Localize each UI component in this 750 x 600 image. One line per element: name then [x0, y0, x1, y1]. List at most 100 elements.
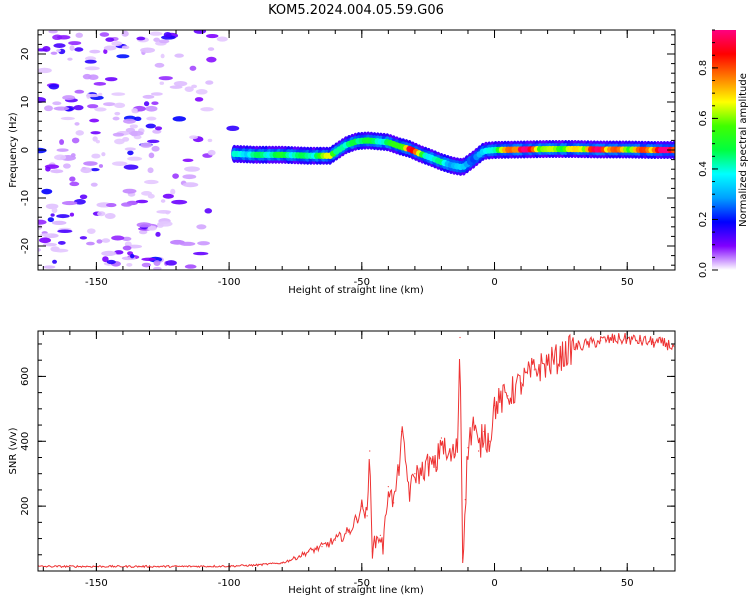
- noise-blob: [182, 182, 199, 188]
- noise-blob: [90, 168, 100, 172]
- noise-blob: [182, 174, 197, 180]
- noise-blob: [69, 181, 80, 187]
- snr-point: [321, 546, 323, 548]
- noise-blob: [106, 203, 117, 208]
- snr-plot-area: [38, 333, 675, 569]
- noise-blob: [98, 164, 104, 168]
- noise-blob: [147, 225, 157, 231]
- noise-blob: [51, 207, 58, 214]
- noise-blob: [71, 137, 80, 144]
- noise-blob: [38, 67, 52, 74]
- noise-blob: [153, 37, 160, 43]
- noise-blob: [53, 106, 70, 111]
- noise-blob: [61, 200, 78, 206]
- noise-blob: [45, 203, 59, 210]
- noise-blob: [106, 259, 116, 265]
- noise-blob: [147, 167, 154, 174]
- colorbar-axis: 0.0 0.2 0.4 0.6 0.8: [698, 29, 718, 278]
- noise-blob: [135, 199, 149, 204]
- noise-blob: [104, 213, 116, 219]
- noise-blob: [143, 101, 150, 107]
- noise-blob: [41, 188, 53, 195]
- snr-y-label: SNR (v/v): [8, 427, 19, 474]
- snr-point: [613, 338, 615, 340]
- noise-blob: [124, 147, 136, 151]
- snr-line: [38, 333, 675, 569]
- spectrogram-y-tick-label: 20: [20, 48, 31, 61]
- spectrogram-y-tick-label: 10: [20, 96, 31, 109]
- snr-y-tick-label: 200: [20, 497, 31, 516]
- noise-blob: [123, 118, 136, 124]
- snr-point: [382, 547, 384, 549]
- noise-blob: [197, 241, 210, 246]
- noise-blob: [153, 266, 162, 270]
- spectrogram-x-tick-label: -50: [354, 277, 370, 288]
- noise-blob: [69, 212, 75, 217]
- noise-blob: [114, 138, 125, 145]
- noise-blob: [56, 48, 62, 53]
- noise-blob: [131, 108, 138, 113]
- noise-blob: [75, 32, 83, 38]
- snr-point: [408, 492, 411, 494]
- noise-blob: [45, 166, 51, 172]
- noise-blob: [111, 92, 126, 96]
- noise-blob: [189, 65, 197, 71]
- snr-point: [419, 473, 421, 475]
- noise-blob: [84, 59, 97, 64]
- noise-blob: [86, 241, 95, 246]
- spectrogram-plot-area: [38, 30, 675, 270]
- noise-blob: [157, 221, 173, 227]
- colorbar-tick-label: 0.6: [698, 110, 709, 126]
- noise-blob: [142, 94, 155, 99]
- spectrogram-x-tick-label: -150: [85, 277, 108, 288]
- noise-blob: [207, 47, 215, 51]
- snr-point: [427, 463, 429, 465]
- noise-blob: [90, 182, 98, 187]
- noise-blob: [122, 188, 137, 194]
- snr-x-tick-label: -100: [218, 578, 241, 589]
- noise-blob: [74, 122, 80, 126]
- noise-blob: [40, 233, 52, 237]
- noise-blob: [94, 107, 107, 112]
- noise-blob: [158, 76, 173, 81]
- noise-blob: [226, 125, 240, 132]
- noise-blob: [204, 208, 213, 214]
- noise-blob: [172, 116, 187, 122]
- colorbar-tick-label: 0.2: [698, 212, 709, 228]
- snr-point: [255, 564, 257, 566]
- snr-point: [369, 450, 371, 452]
- figure-title: KOM5.2024.004.05.59.G06: [268, 3, 444, 18]
- noise-blob: [141, 257, 157, 261]
- snr-point: [600, 340, 602, 342]
- noise-blob: [207, 138, 213, 143]
- noise-blob: [165, 260, 177, 266]
- noise-blob: [148, 152, 155, 159]
- noise-blob: [56, 35, 71, 40]
- snr-point: [387, 486, 389, 488]
- noise-blob: [50, 51, 58, 55]
- noise-blob: [44, 105, 53, 112]
- noise-blob: [126, 263, 133, 267]
- colorbar-label: Normalized spectral amplitude: [738, 73, 749, 227]
- noise-blob: [134, 116, 142, 122]
- noise-blob: [56, 148, 69, 152]
- noise-blob: [140, 142, 152, 148]
- noise-blob: [89, 118, 100, 123]
- noise-blob: [69, 45, 75, 51]
- snr-point: [472, 421, 474, 423]
- noise-blob: [38, 96, 47, 103]
- noise-blob: [91, 153, 101, 159]
- noise-blob: [86, 228, 96, 234]
- noise-blob: [149, 31, 163, 36]
- noise-blob: [103, 45, 117, 51]
- noise-blob: [89, 49, 101, 54]
- noise-blob: [95, 139, 100, 144]
- noise-blob: [79, 236, 88, 240]
- snr-point: [459, 336, 461, 339]
- noise-blob: [74, 89, 85, 94]
- noise-blob: [122, 245, 132, 251]
- noise-blob: [153, 260, 161, 266]
- noise-blob: [104, 77, 118, 82]
- snr-point: [464, 499, 466, 501]
- noise-blob: [87, 104, 99, 109]
